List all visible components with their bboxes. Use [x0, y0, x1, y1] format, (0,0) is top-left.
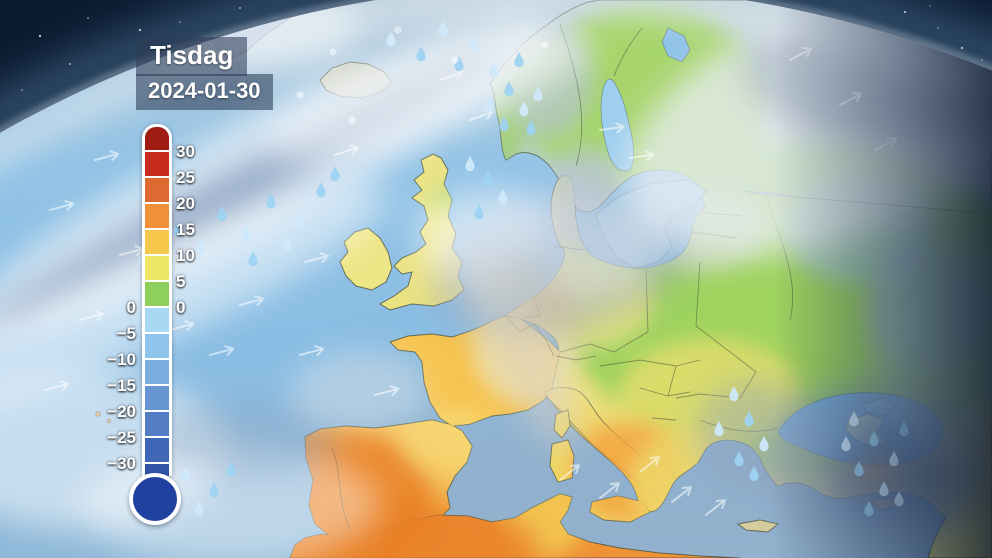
legend-label-left: −30	[107, 454, 136, 473]
thermometer-segment	[145, 282, 169, 308]
legend-label-left: 0	[126, 298, 136, 317]
thermometer-segment	[145, 334, 169, 360]
thermometer-segment	[145, 152, 169, 178]
legend-label-right: 10	[176, 246, 195, 265]
thermometer-segment	[145, 178, 169, 204]
thermometer-segment	[145, 386, 169, 412]
date-label: 2024-01-30	[136, 74, 273, 111]
legend-label-left: −10	[107, 350, 136, 369]
legend-label-right: 15	[176, 220, 195, 239]
day-label: Tisdag	[136, 37, 248, 76]
star-icon	[138, 28, 142, 32]
legend-label-left: −25	[107, 428, 136, 447]
thermometer-segment	[145, 256, 169, 282]
thermometer-segment	[145, 438, 169, 464]
thermometer-segment	[145, 127, 169, 152]
star-icon	[38, 34, 42, 38]
star-icon	[87, 17, 89, 19]
thermometer-tube	[142, 124, 172, 476]
legend-label-left: −5	[116, 324, 136, 343]
legend-label-right: 30	[176, 142, 195, 161]
legend-label-right: 20	[176, 194, 195, 213]
star-icon	[929, 5, 931, 7]
legend-label-left: −15	[107, 376, 136, 395]
thermometer-segment	[145, 308, 169, 334]
legend-label-right: 0	[176, 298, 186, 317]
legend-label-right: 5	[176, 272, 186, 291]
thermometer-segment	[145, 412, 169, 438]
legend-label-left: −20	[107, 402, 136, 421]
legend-label-right: 25	[176, 168, 195, 187]
thermometer-segment	[145, 204, 169, 230]
thermometer-segment	[145, 230, 169, 256]
thermometer-bulb	[129, 473, 181, 525]
star-icon	[69, 63, 71, 65]
thermometer-segment	[145, 360, 169, 386]
